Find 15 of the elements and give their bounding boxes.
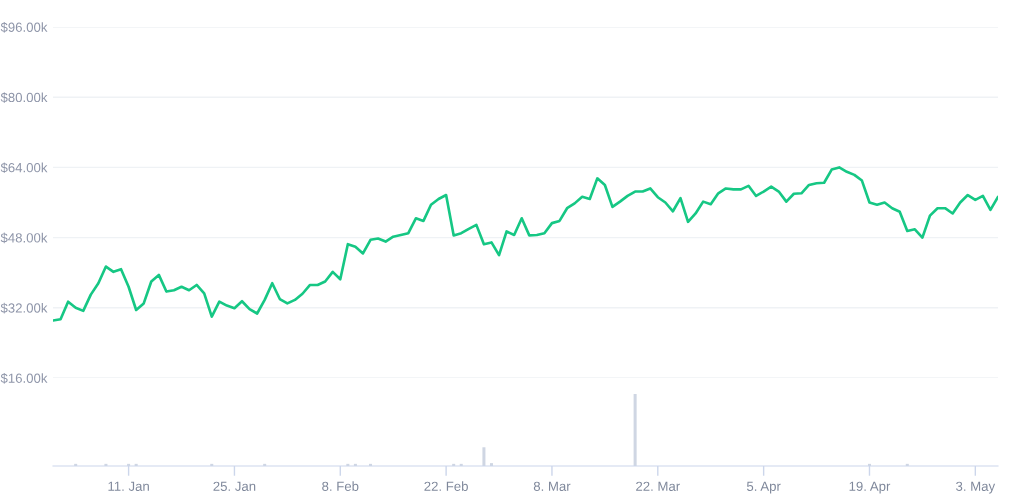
y-tick-label: $16.00k xyxy=(0,373,48,384)
x-tick-label: 19. Apr xyxy=(849,481,891,494)
x-tick-label: 5. Apr xyxy=(746,481,781,494)
x-tick-label: 22. Mar xyxy=(636,481,680,491)
y-tick-label: $64.00k xyxy=(0,162,48,174)
x-tick-label: 25. Jan xyxy=(213,481,256,491)
x-tick-label: 8. Feb xyxy=(322,481,359,491)
y-tick-label: $48.00k xyxy=(0,232,48,244)
y-tick-label: $32.00k xyxy=(0,302,48,314)
y-tick-label: $96.00k xyxy=(0,22,48,33)
x-tick-label: 3. May xyxy=(956,481,996,494)
y-tick-label: $80.00k xyxy=(0,92,48,103)
x-tick-label: 8. Mar xyxy=(533,481,571,491)
x-tick-label: 11. Jan xyxy=(108,481,149,491)
x-tick-label: 22. Feb xyxy=(424,481,468,491)
